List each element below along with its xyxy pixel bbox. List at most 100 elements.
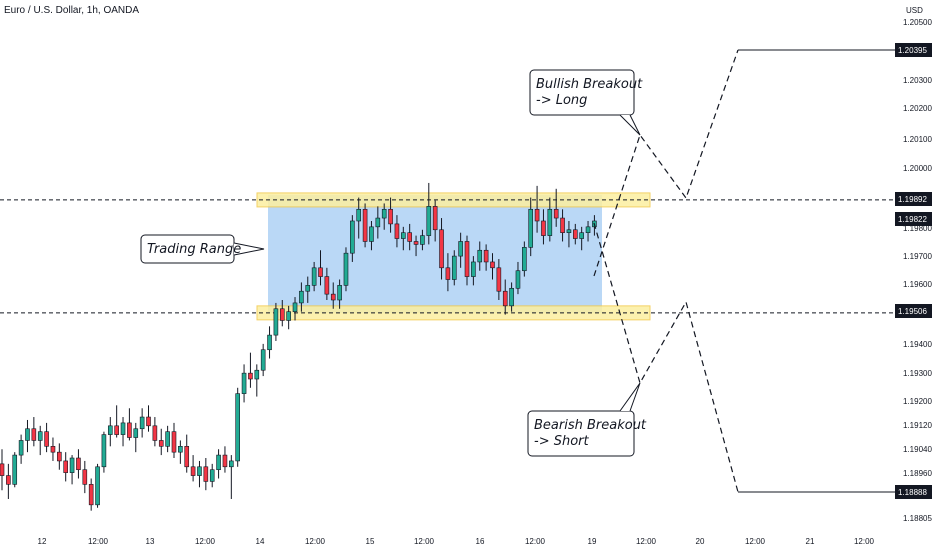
candle-up: [37, 431, 43, 441]
candle-up: [267, 334, 272, 351]
candle-down: [184, 446, 190, 468]
candle-down: [394, 223, 400, 239]
y-tick-label: 1.19400: [903, 340, 932, 349]
candle-up: [120, 422, 126, 435]
candle-down: [279, 308, 285, 321]
price-tag-label: 1.19506: [898, 307, 927, 316]
candle-up: [375, 217, 381, 228]
candle-up: [337, 285, 342, 301]
x-tick-label: 13: [146, 537, 155, 546]
price-tag: [895, 212, 932, 226]
candle-down: [171, 431, 177, 453]
candle-up: [107, 425, 113, 435]
x-tick-label: 12:00: [745, 537, 766, 546]
bullish-projection: [593, 49, 739, 277]
candle-down: [330, 293, 336, 301]
candle-down: [439, 229, 444, 269]
candle-up: [229, 460, 234, 468]
candle-down: [318, 267, 323, 277]
candle-up: [471, 261, 476, 277]
candle-up: [547, 208, 553, 236]
price-tag: [895, 43, 932, 57]
y-tick-label: 1.19300: [903, 369, 932, 378]
x-tick-label: 16: [476, 537, 485, 546]
y-tick-label: 1.20200: [903, 104, 932, 113]
candle-up: [356, 208, 362, 222]
candle-up: [420, 235, 425, 245]
candle-down: [572, 229, 578, 239]
candle-up: [343, 252, 349, 286]
candle-up: [299, 290, 304, 304]
candle-up: [18, 440, 24, 456]
resistance-zone: [256, 192, 651, 208]
candle-down: [560, 217, 565, 233]
x-tick-label: 12: [38, 537, 47, 546]
candle-down: [88, 484, 94, 506]
candle-down: [63, 460, 69, 473]
candle-up: [522, 247, 527, 272]
bearish-breakout-callout: [527, 410, 635, 457]
candle-up: [515, 270, 521, 289]
trading-range-pointer: [233, 242, 265, 256]
candle-down: [413, 241, 419, 245]
candle-up: [477, 249, 483, 263]
bullish-breakout-text: -> Long: [536, 93, 587, 108]
candle-down: [248, 372, 253, 380]
candle-up: [273, 308, 279, 336]
candle-down: [483, 249, 489, 263]
price-tag: [895, 485, 932, 499]
candle-up: [286, 311, 291, 321]
candle-down: [6, 475, 11, 485]
candle-down: [203, 466, 209, 482]
candle-up: [235, 393, 240, 462]
candle-down: [57, 451, 62, 462]
y-tick-label: 1.20000: [903, 164, 932, 173]
bullish-breakout-text: Bullish Breakout: [536, 77, 643, 92]
candle-up: [197, 466, 202, 476]
x-tick-label: 12:00: [305, 537, 326, 546]
candle-up: [254, 369, 260, 380]
candle-up: [350, 220, 355, 254]
breakout-projections: [593, 49, 895, 493]
candle-down: [152, 425, 158, 441]
candle-down: [534, 208, 540, 222]
candle-up: [381, 208, 387, 219]
candle-down: [496, 267, 502, 292]
candle-up: [292, 302, 298, 312]
level-lines: [0, 199, 895, 314]
candle-down: [190, 466, 196, 476]
candle-down: [158, 440, 164, 447]
candle-down: [553, 208, 559, 219]
candle-down: [324, 276, 330, 295]
candle-up: [305, 285, 311, 292]
candle-up: [528, 208, 534, 248]
x-tick-label: 12:00: [414, 537, 435, 546]
candles: [0, 182, 597, 511]
annotations: Trading Range Bullish Breakout-> Long Bear…: [140, 69, 647, 457]
price-tag: [895, 304, 932, 318]
bearish-projection: [593, 222, 739, 493]
candle-up: [12, 454, 18, 485]
candle-down: [76, 457, 81, 471]
price-axis[interactable]: 1.205001.204001.203001.202001.201001.200…: [895, 18, 932, 523]
candle-up: [585, 226, 591, 233]
price-tag-label: 1.18888: [898, 488, 927, 497]
time-axis[interactable]: 12 12:00 13 12:00 14 12:00 15 12:00 16 12:00 19 12:…: [38, 537, 875, 546]
candle-down: [407, 232, 412, 242]
candle-up: [95, 466, 100, 506]
y-tick-label: 1.19800: [903, 224, 932, 233]
x-tick-label: 12:00: [195, 537, 216, 546]
x-tick-label: 20: [696, 537, 705, 546]
price-tag: [895, 192, 932, 206]
candle-down: [541, 220, 546, 236]
candle-up: [369, 226, 374, 242]
chart-title: Euro / U.S. Dollar, 1h, OANDA: [4, 5, 140, 16]
candle-down: [0, 463, 5, 476]
x-tick-label: 14: [256, 537, 265, 546]
candle-down: [31, 428, 37, 441]
candle-down: [464, 241, 470, 277]
candle-up: [25, 428, 30, 441]
bearish-breakout-pointer: [619, 382, 641, 412]
x-tick-label: 12:00: [525, 537, 546, 546]
